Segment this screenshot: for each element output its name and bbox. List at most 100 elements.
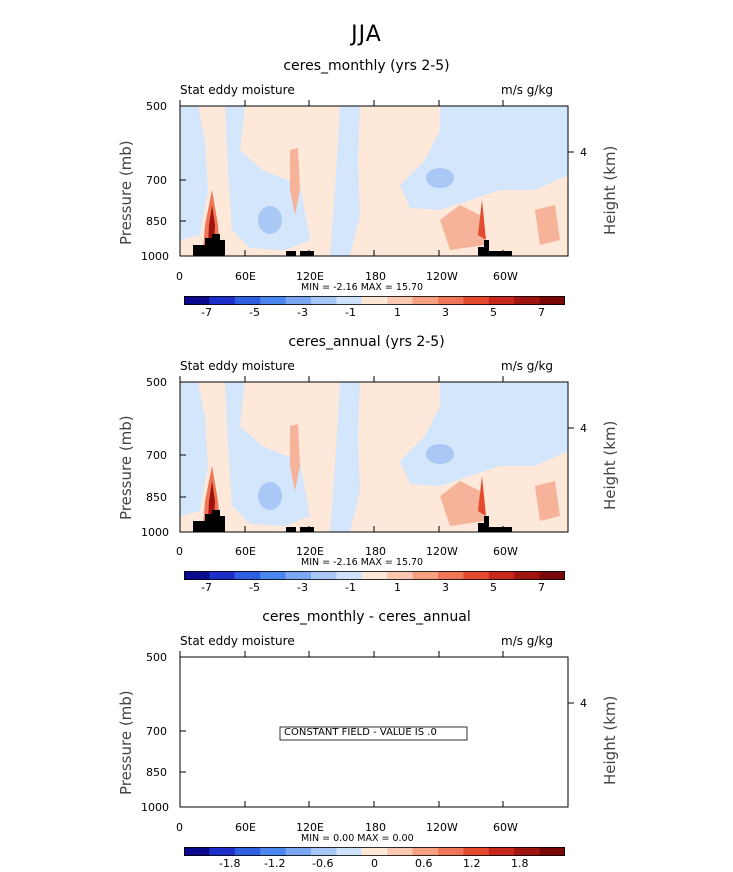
colorbar-tick-label: -1.2 <box>264 857 286 870</box>
x-tick-label: 120W <box>426 545 458 558</box>
colorbar-swatch <box>311 296 337 305</box>
y2-tick-label: 4 <box>580 146 587 159</box>
y-tick-label: 1000 <box>141 250 169 263</box>
x-tick-label: 120W <box>426 821 458 834</box>
y-tick-label: 700 <box>146 174 167 187</box>
colorbar-tick-label: -5 <box>249 306 260 319</box>
panel-3-colorbar <box>184 847 565 856</box>
x-tick-label: 120E <box>296 821 324 834</box>
colorbar-swatch <box>285 847 312 856</box>
colorbar-swatch <box>336 571 363 580</box>
positive-region <box>535 481 560 521</box>
colorbar-swatch <box>514 296 540 305</box>
panel-2-ticks <box>179 376 574 532</box>
colorbar-swatch <box>514 571 540 580</box>
colorbar-swatch <box>234 571 261 580</box>
colorbar-swatch <box>438 571 464 580</box>
colorbar-swatch <box>336 847 363 856</box>
y-tick-label: 700 <box>146 449 167 462</box>
colorbar-tick-label: 1 <box>394 306 401 319</box>
x-tick-label: 0 <box>176 821 183 834</box>
panel-1-units-label: m/s g/kg <box>501 83 554 97</box>
terrain-mask <box>193 234 225 256</box>
colorbar-tick-label: 0 <box>371 857 378 870</box>
positive-peak <box>478 476 486 516</box>
colorbar-frame <box>184 847 565 856</box>
colorbar-swatch <box>260 296 286 305</box>
colorbar-swatch <box>209 847 236 856</box>
colorbar-frame <box>184 296 565 305</box>
panel-1-title: ceres_monthly (yrs 2-5) <box>283 58 450 74</box>
y-tick-label: 850 <box>146 491 167 504</box>
y-tick-label: 500 <box>146 100 167 113</box>
colorbar-tick-label: 7 <box>538 306 545 319</box>
colorbar-swatch <box>234 296 261 305</box>
x-tick-label: 60W <box>493 270 518 283</box>
y2-tick-label: 4 <box>580 697 587 710</box>
colorbar-tick-label: 5 <box>490 581 497 594</box>
colorbar-swatch <box>285 571 312 580</box>
colorbar-swatch <box>387 847 413 856</box>
colorbar-tick-label: -1.8 <box>219 857 241 870</box>
negative-core <box>258 482 282 510</box>
panel-3-units-label: m/s g/kg <box>501 634 554 648</box>
panel-1-colorbar <box>184 296 565 305</box>
positive-region <box>290 424 300 491</box>
y-tick-label: 500 <box>146 376 167 389</box>
positive-region <box>290 148 300 215</box>
colorbar-swatch <box>260 847 286 856</box>
negative-region <box>330 106 360 256</box>
negative-region <box>225 106 310 250</box>
colorbar-swatch <box>361 296 388 305</box>
terrain-mask <box>286 251 314 256</box>
x-tick-label: 180 <box>365 270 386 283</box>
colorbar-tick-label: 3 <box>442 306 449 319</box>
colorbar-swatch <box>209 571 236 580</box>
x-tick-label: 180 <box>365 821 386 834</box>
panel-2-title: ceres_annual (yrs 2-5) <box>288 334 445 350</box>
colorbar-swatch <box>311 571 337 580</box>
colorbar-swatch <box>463 571 490 580</box>
colorbar-swatch <box>488 847 515 856</box>
colorbar-swatch <box>336 296 363 305</box>
colorbar-swatch <box>234 847 261 856</box>
colorbar-swatch <box>488 571 515 580</box>
colorbar-swatch <box>514 847 540 856</box>
colorbar-swatch <box>412 571 439 580</box>
x-tick-label: 60E <box>235 545 256 558</box>
negative-core <box>426 168 454 188</box>
panel-3-ticks <box>179 651 574 807</box>
positive-peak <box>478 200 486 240</box>
negative-region <box>225 382 310 526</box>
colorbar-swatch <box>412 296 439 305</box>
panel-1-field <box>180 106 568 256</box>
colorbar-tick-label: 1.8 <box>511 857 529 870</box>
y2-tick-label: 4 <box>580 422 587 435</box>
colorbar-swatch <box>539 571 565 580</box>
colorbar-tick-label: -7 <box>201 306 212 319</box>
colorbar-tick-label: -5 <box>249 581 260 594</box>
panel-2-variable-label: Stat eddy moisture <box>180 359 295 373</box>
colorbar-swatch <box>184 571 210 580</box>
x-tick-label: 60W <box>493 821 518 834</box>
colorbar-tick-label: -3 <box>297 306 308 319</box>
panel-2-colorbar <box>184 571 565 580</box>
colorbar-swatch <box>387 296 413 305</box>
x-tick-label: 120E <box>296 545 324 558</box>
colorbar-frame <box>184 571 565 580</box>
negative-region <box>330 382 360 532</box>
colorbar-swatch <box>311 847 337 856</box>
panel-1-minmax: MIN = -2.16 MAX = 15.70 <box>301 282 424 293</box>
figure-title: JJA <box>351 22 382 47</box>
y-tick-label: 1000 <box>141 801 169 814</box>
colorbar-tick-label: 5 <box>490 306 497 319</box>
negative-core <box>258 206 282 234</box>
x-tick-label: 60W <box>493 545 518 558</box>
panel-3-variable-label: Stat eddy moisture <box>180 634 295 648</box>
panel-2-units-label: m/s g/kg <box>501 359 554 373</box>
x-tick-label: 120W <box>426 270 458 283</box>
colorbar-swatch <box>184 296 210 305</box>
